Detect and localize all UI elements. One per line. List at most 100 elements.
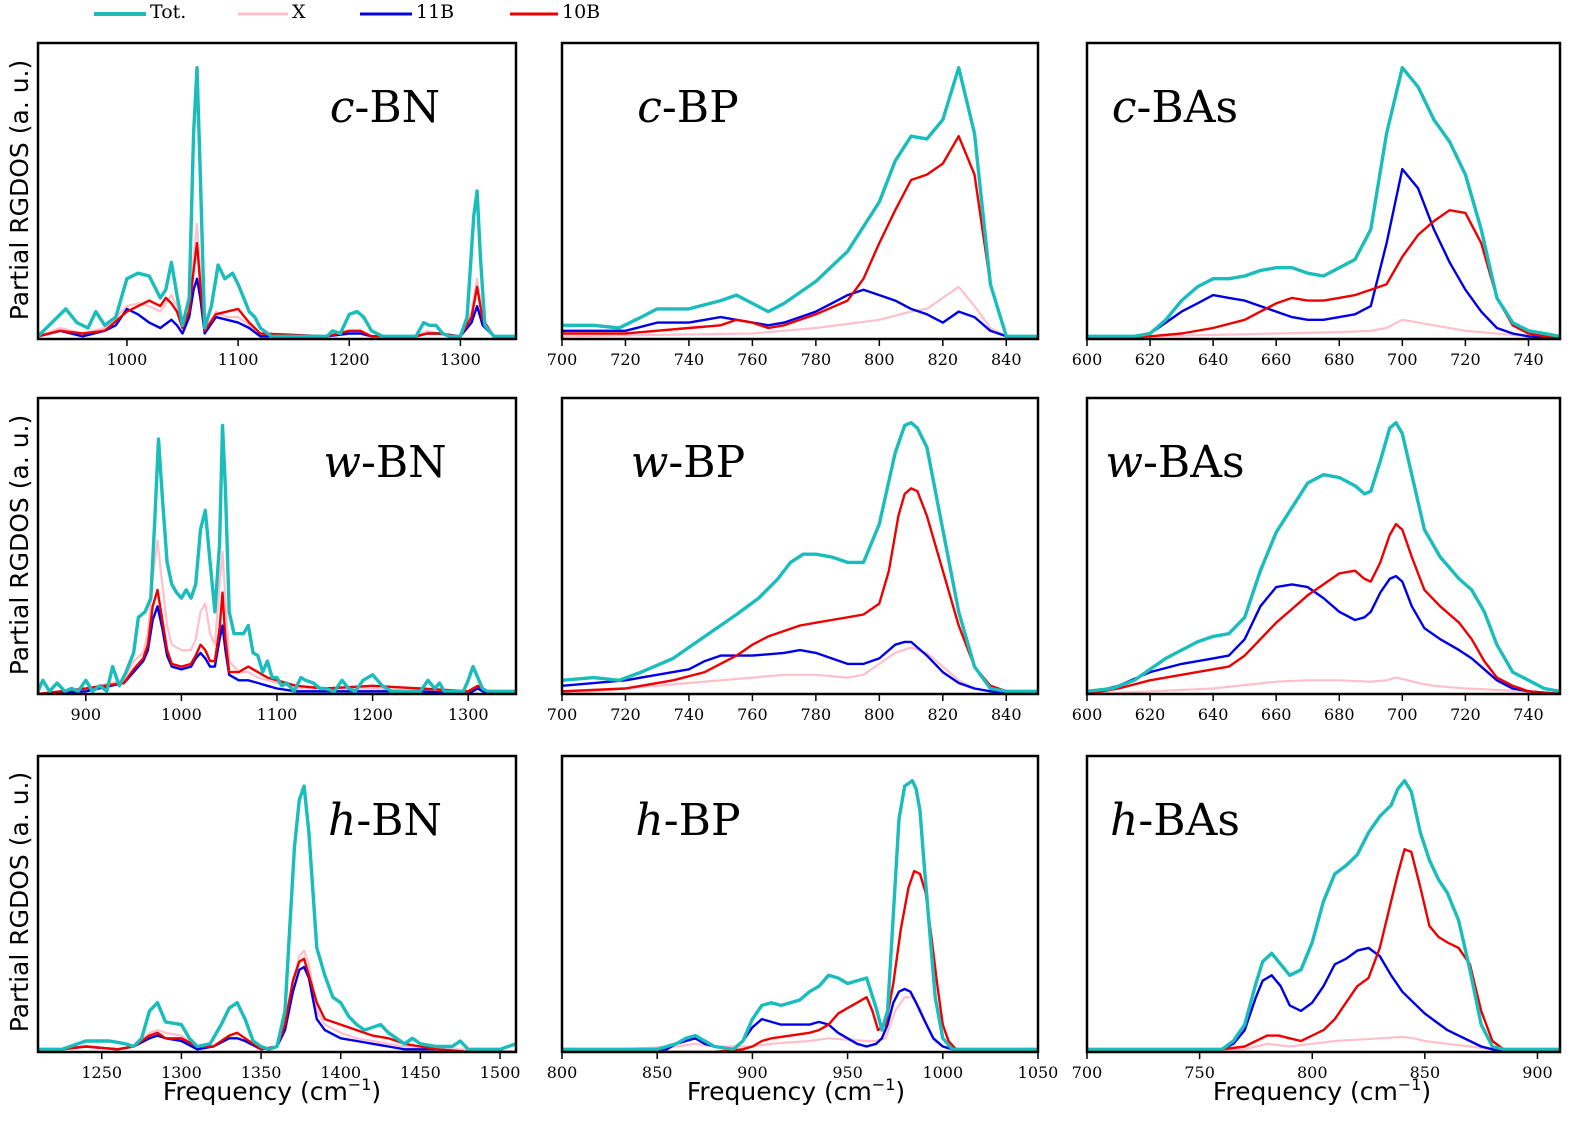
legend-label-tot: Tot. bbox=[150, 1, 186, 23]
series-line-11b bbox=[38, 605, 516, 694]
series-group bbox=[562, 66, 1038, 338]
x-tick-label: 750 bbox=[1184, 1063, 1215, 1082]
series-line-11b bbox=[1087, 574, 1560, 694]
x-tick-label: 900 bbox=[71, 705, 102, 724]
plot-frame bbox=[36, 754, 518, 1054]
series-line-10b bbox=[1087, 209, 1560, 339]
x-tick-label: 760 bbox=[737, 705, 768, 724]
panel-title: c-BAs bbox=[1112, 82, 1238, 133]
series-line-tot bbox=[1087, 66, 1560, 338]
series-line-10b bbox=[562, 135, 1038, 338]
series-line-10b bbox=[1087, 522, 1560, 694]
series-line-10b bbox=[38, 588, 516, 694]
panel-w-bas: 600 620 640 660 680 700 720 740 w-BAs bbox=[1072, 396, 1562, 724]
legend-item-10b: 10B bbox=[510, 1, 600, 23]
x-tick-label: 1200 bbox=[329, 350, 370, 369]
x-tick-label: 1100 bbox=[257, 705, 298, 724]
x-tick-label: 1200 bbox=[352, 705, 393, 724]
x-tick-label: 1500 bbox=[480, 1063, 521, 1082]
panel-h-bp: 800 850 900 950 1000 1050 h-BP bbox=[547, 754, 1059, 1082]
ylabel-row-2: Partial RGDOS (a. u.) bbox=[5, 415, 34, 676]
x-tick-label: 800 bbox=[1297, 1063, 1328, 1082]
series-line-tot bbox=[1087, 779, 1560, 1051]
panel-c-bp: 700 720 740 760 780 800 820 840 c-BP bbox=[547, 41, 1040, 369]
series-line-tot bbox=[38, 784, 516, 1051]
legend: Tot. X 11B 10B bbox=[94, 1, 600, 23]
series-line-x bbox=[38, 949, 516, 1052]
x-tick-label: 740 bbox=[674, 705, 705, 724]
plot-frame bbox=[560, 754, 1040, 1054]
panel-title: c-BN bbox=[330, 82, 440, 133]
x-tick-label: 700 bbox=[1072, 1063, 1103, 1082]
series-line-x bbox=[38, 222, 516, 338]
series-line-tot bbox=[562, 779, 1038, 1051]
series-line-tot bbox=[38, 66, 516, 338]
x-tick-label: 1000 bbox=[922, 1063, 963, 1082]
series-line-11b bbox=[562, 288, 1038, 338]
series-group bbox=[38, 784, 516, 1052]
xlabel-col-1: Frequency (cm−1) bbox=[163, 1075, 381, 1106]
x-tick-label: 620 bbox=[1135, 350, 1166, 369]
legend-item-x: X bbox=[238, 1, 306, 23]
x-tick-label: 740 bbox=[674, 350, 705, 369]
legend-label-10b: 10B bbox=[562, 1, 600, 23]
x-tick-label: 1250 bbox=[81, 1063, 122, 1082]
panel-h-bn: 1250 1300 1350 1400 1450 1500 h-BN bbox=[36, 754, 521, 1082]
panel-title: w-BN bbox=[323, 437, 446, 488]
xlabel-col-2: Frequency (cm−1) bbox=[687, 1075, 905, 1106]
plot-frame bbox=[1085, 754, 1562, 1054]
xlabel-col-3: Frequency (cm−1) bbox=[1213, 1075, 1431, 1106]
series-line-x bbox=[562, 646, 1038, 694]
plot-frame bbox=[1085, 396, 1562, 696]
x-tick-label: 1050 bbox=[1018, 1063, 1059, 1082]
x-tick-label: 720 bbox=[610, 350, 641, 369]
x-tick-label: 1300 bbox=[440, 350, 481, 369]
legend-label-11b: 11B bbox=[416, 1, 454, 23]
x-tick-label: 900 bbox=[737, 1063, 768, 1082]
x-tick-label: 640 bbox=[1198, 350, 1229, 369]
panel-c-bas: 600 620 640 660 680 700 720 740 c-BAs bbox=[1072, 41, 1562, 369]
x-tick-label: 660 bbox=[1261, 705, 1292, 724]
x-tick-label: 950 bbox=[832, 1063, 863, 1082]
x-tick-label: 720 bbox=[610, 705, 641, 724]
x-tick-label: 780 bbox=[801, 705, 832, 724]
x-tick-label: 700 bbox=[547, 350, 578, 369]
plot-frame bbox=[560, 41, 1040, 341]
x-tick-label: 850 bbox=[642, 1063, 673, 1082]
panel-title: w-BAs bbox=[1105, 437, 1244, 488]
x-tick-label: 740 bbox=[1513, 705, 1544, 724]
plot-frame bbox=[36, 41, 518, 341]
x-tick-label: 700 bbox=[547, 705, 578, 724]
x-tick-label: 760 bbox=[737, 350, 768, 369]
x-tick-label: 1350 bbox=[241, 1063, 282, 1082]
series-line-10b bbox=[562, 869, 1038, 1052]
series-line-11b bbox=[1087, 167, 1560, 339]
x-tick-label: 620 bbox=[1135, 705, 1166, 724]
x-tick-label: 800 bbox=[864, 350, 895, 369]
series-group bbox=[38, 423, 516, 694]
panel-title: h-BP bbox=[635, 795, 740, 846]
panel-title: h-BN bbox=[328, 795, 442, 846]
legend-label-x: X bbox=[292, 1, 306, 23]
series-line-tot bbox=[562, 421, 1038, 693]
plot-frame bbox=[1085, 41, 1562, 341]
series-group bbox=[1087, 421, 1560, 694]
panel-title: c-BP bbox=[637, 82, 738, 133]
series-line-11b bbox=[562, 640, 1038, 694]
x-tick-label: 600 bbox=[1072, 350, 1103, 369]
series-line-x bbox=[38, 539, 516, 694]
x-tick-label: 840 bbox=[991, 350, 1022, 369]
x-tick-label: 600 bbox=[1072, 705, 1103, 724]
panel-h-bas: 700 750 800 850 900 h-BAs bbox=[1072, 754, 1562, 1082]
x-tick-label: 900 bbox=[1522, 1063, 1553, 1082]
x-tick-label: 640 bbox=[1198, 705, 1229, 724]
x-tick-label: 740 bbox=[1513, 350, 1544, 369]
x-tick-label: 1100 bbox=[218, 350, 259, 369]
series-line-x bbox=[562, 285, 1038, 338]
x-tick-label: 1000 bbox=[161, 705, 202, 724]
series-line-10b bbox=[38, 957, 516, 1052]
series-line-tot bbox=[562, 66, 1038, 338]
x-tick-label: 700 bbox=[1387, 705, 1418, 724]
ylabel-row-1: Partial RGDOS (a. u.) bbox=[5, 60, 34, 321]
